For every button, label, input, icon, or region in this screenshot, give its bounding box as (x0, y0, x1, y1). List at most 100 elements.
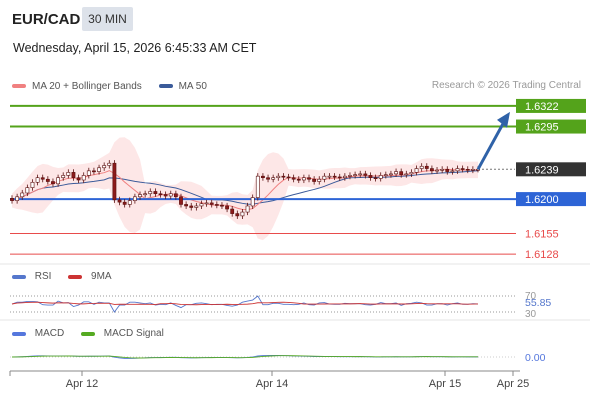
macd-signal-line (11, 355, 479, 359)
candle-body (158, 193, 163, 196)
candle-body (296, 178, 301, 181)
macd-swatch (12, 332, 26, 336)
candle (378, 172, 383, 182)
candle (445, 166, 450, 175)
candle-body (337, 176, 342, 179)
ma50-line (11, 170, 479, 205)
candle-body (363, 173, 368, 176)
candle (204, 199, 209, 207)
candle (76, 174, 81, 184)
candle (250, 194, 255, 210)
candle-body (281, 175, 286, 178)
candle-body (470, 169, 475, 171)
candle-body (368, 175, 373, 179)
candle (255, 173, 260, 201)
candle (240, 209, 245, 219)
rsi-legend: RSI 9MA (12, 271, 112, 282)
candle (15, 193, 20, 204)
candle-body (450, 170, 455, 173)
timeframe-button[interactable]: 30 MIN (82, 7, 133, 31)
candle (455, 165, 460, 174)
candle-body (189, 205, 194, 208)
candle-body (430, 168, 434, 172)
candle (199, 200, 204, 210)
candle-body (133, 196, 137, 201)
candle (81, 172, 86, 184)
candle-body (240, 211, 245, 217)
candle (158, 190, 163, 198)
candle-body (332, 175, 337, 178)
candle (225, 202, 229, 213)
candle (61, 172, 66, 181)
candle-body (255, 175, 260, 198)
level-1-6295-tag (516, 119, 586, 134)
candle (296, 176, 301, 184)
ma20-label: MA 20 + Bollinger Bands (32, 80, 142, 92)
candle-body (220, 204, 224, 207)
candle (51, 178, 55, 187)
candle-body (138, 194, 142, 198)
level-1-6155-label: 1.6155 (525, 228, 559, 240)
candle-body (163, 194, 168, 197)
rsi-label: RSI (34, 271, 52, 282)
level-1-6128-label: 1.6128 (525, 249, 559, 261)
candle-body (245, 205, 250, 213)
candle-body (148, 191, 153, 195)
candle-body (460, 168, 465, 170)
candle-body (378, 175, 383, 179)
candle (66, 169, 71, 179)
candle-body (399, 171, 404, 175)
candle (394, 168, 398, 177)
candle-body (383, 174, 388, 176)
candle-body (327, 175, 332, 178)
candle (92, 167, 96, 175)
candle-body (389, 173, 393, 176)
candle-body (122, 201, 127, 205)
chart-header: EUR/CAD 30 MIN Wednesday, April 15, 2026… (0, 0, 590, 64)
ma50-swatch (158, 84, 173, 88)
candle-body (184, 204, 189, 207)
candle (117, 196, 122, 206)
candle-body (45, 178, 50, 182)
candle (358, 170, 363, 178)
candle-body (20, 192, 25, 198)
candle (291, 174, 296, 183)
level-1-6295-label: 1.6295 (525, 122, 559, 134)
ma50-label: MA 50 (178, 80, 207, 92)
candle (317, 176, 322, 185)
candle-body (10, 198, 14, 201)
candle-body (312, 178, 317, 182)
candle-body (112, 162, 117, 201)
candle-body (107, 162, 112, 166)
candle (189, 202, 194, 211)
legend-macd-signal: MACD Signal (81, 328, 164, 339)
candle (460, 165, 465, 173)
candle-body (404, 173, 409, 176)
level-1-6200-label: 1.6200 (525, 194, 559, 206)
level-1-6239-label: 1.6239 (525, 164, 559, 176)
candle (430, 165, 434, 174)
candle (30, 179, 35, 191)
candle-body (179, 196, 183, 205)
candle-body (409, 172, 414, 175)
candle (389, 170, 393, 178)
candle (25, 184, 30, 197)
candle (184, 201, 189, 210)
candle-body (414, 168, 419, 173)
symbol-label: EUR/CAD (12, 11, 81, 28)
candle-body (71, 172, 76, 179)
candle-body (353, 174, 357, 176)
candle-body (230, 208, 235, 214)
candle (220, 202, 224, 210)
bollinger-band (12, 137, 478, 241)
candle-body (66, 172, 71, 176)
candle (286, 173, 291, 181)
legend-ma20: MA 20 + Bollinger Bands (12, 81, 142, 92)
candle-body (143, 193, 148, 196)
candle (327, 173, 332, 180)
candle (245, 202, 250, 216)
candle-body (271, 177, 276, 180)
candle-body (440, 169, 445, 171)
candle (45, 176, 50, 185)
